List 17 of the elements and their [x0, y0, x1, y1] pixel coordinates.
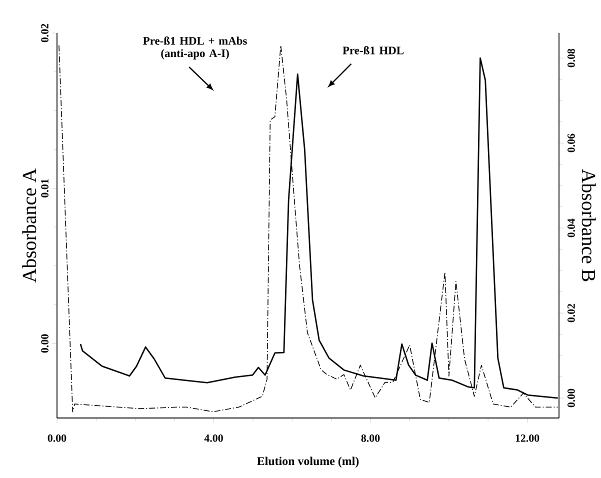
- y2-tick-label: 0.00: [568, 388, 575, 408]
- x-tick-label: 0.00: [48, 434, 66, 442]
- y2-tick-label: 0.08: [568, 48, 575, 68]
- y-tick-label: 0.02: [41, 24, 48, 42]
- y-axis-title: Absorbance A: [22, 168, 36, 283]
- y2-axis-title: Absorbance B: [582, 168, 596, 282]
- x-tick-label: 8.00: [361, 434, 380, 442]
- x-tick-label: 12.00: [516, 434, 540, 442]
- x-axis-title: Elution volume (ml): [257, 456, 359, 468]
- annotation: Pre-ß1 HDL + mAbs (anti-apo A-I): [143, 36, 247, 60]
- x-tick-label: 4.00: [204, 434, 223, 442]
- y2-tick-label: 0.06: [568, 134, 575, 152]
- y2-tick-label: 0.02: [568, 304, 575, 322]
- y-tick-label: 0.00: [41, 334, 48, 353]
- annotation: Pre-ß1 HDL: [342, 46, 404, 54]
- y-tick-label: 0.01: [41, 179, 48, 198]
- y2-tick-label: 0.04: [568, 218, 575, 238]
